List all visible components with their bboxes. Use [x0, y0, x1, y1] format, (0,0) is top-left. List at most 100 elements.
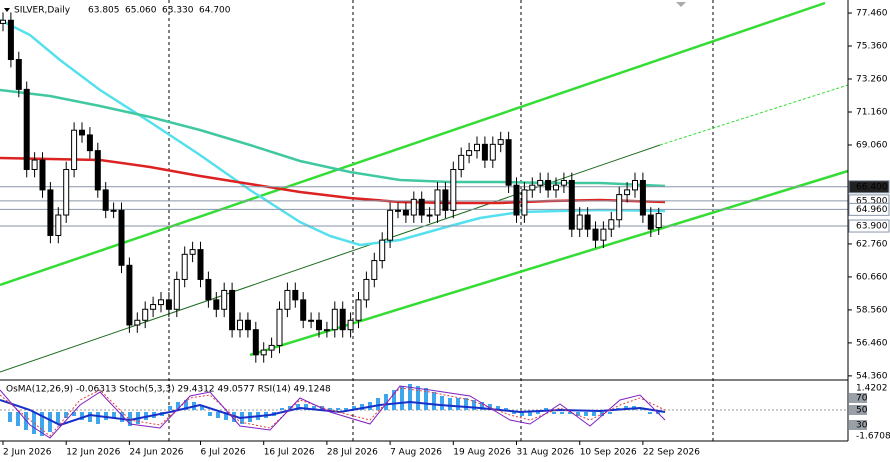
candle-body	[55, 214, 62, 236]
shift-marker[interactable]	[676, 2, 686, 7]
candle-body	[632, 179, 638, 191]
price-level-label: 64.960	[856, 205, 888, 215]
candle-body	[474, 143, 480, 152]
candle-body	[316, 319, 322, 331]
candle-body	[584, 214, 591, 230]
candle-body	[110, 209, 117, 212]
indicator-label: 50	[856, 406, 868, 416]
candle-body	[568, 179, 575, 230]
candle-body	[402, 209, 409, 216]
candle-body	[616, 194, 623, 221]
x-tick-label: 6 Jul 2026	[201, 448, 246, 458]
price-level-label: 63.900	[856, 222, 888, 232]
x-tick-label: 22 Sep 2026	[643, 448, 700, 458]
candle-body	[7, 19, 14, 61]
candle-body	[292, 289, 299, 301]
header-value: 65.060	[125, 6, 157, 16]
candle-body	[102, 189, 109, 211]
candle-body	[505, 139, 512, 186]
candle-body	[600, 228, 607, 241]
y-tick-label: 56.460	[856, 338, 888, 348]
candle-body	[134, 319, 141, 326]
y-tick-label: 62.760	[856, 239, 888, 249]
candle-body	[213, 299, 220, 310]
x-tick-label: 10 Sep 2026	[580, 448, 637, 458]
candle-body	[537, 179, 544, 186]
candle-body	[560, 179, 567, 186]
candle-body	[86, 134, 93, 152]
price-level-box	[848, 202, 890, 216]
x-tick-label: 19 Aug 2026	[453, 448, 511, 458]
y-axis: 77.460 75.360 73.260 71.160 69.060 62.760 60.6…	[848, 9, 890, 381]
y-tick-label: 69.060	[856, 140, 888, 150]
candle-body	[63, 168, 70, 216]
candle-body	[276, 308, 283, 346]
collapse-icon[interactable]	[4, 8, 10, 12]
header-value: 63.330	[162, 6, 194, 16]
candle-body	[371, 260, 378, 280]
candle-body	[355, 299, 362, 321]
candle-body	[639, 179, 646, 216]
y-tick-label: 73.260	[856, 75, 888, 85]
candle-body	[363, 278, 370, 301]
candle-body	[513, 184, 520, 216]
candle-body	[347, 319, 354, 331]
price-level-box	[848, 180, 890, 194]
candle-body	[529, 184, 536, 191]
candles	[0, 12, 662, 363]
separators	[168, 0, 714, 441]
candle-body	[94, 150, 101, 191]
candle-body	[545, 179, 552, 191]
x-tick-label: 31 Aug 2026	[517, 448, 575, 458]
candle-body	[434, 189, 441, 216]
candle-body	[481, 143, 488, 161]
candle-body	[150, 304, 157, 310]
candle-body	[379, 239, 386, 262]
candle-body	[181, 253, 188, 280]
indicator-label: -1.6708	[856, 432, 890, 442]
candle-body	[79, 129, 85, 136]
candle-body	[237, 319, 243, 331]
price-level-label: 66.400	[856, 182, 888, 192]
indicator-level-box	[849, 393, 867, 403]
candle-body	[165, 299, 172, 310]
price-level-box	[848, 219, 890, 233]
candle-body	[189, 249, 196, 255]
y-tick-label: 71.160	[856, 107, 888, 117]
candle-body	[0, 19, 6, 24]
candle-body	[410, 198, 417, 216]
candle-body	[268, 344, 275, 351]
candle-body	[300, 299, 307, 321]
x-tick-label: 28 Jul 2026	[327, 448, 378, 458]
header-value: 63.805	[88, 6, 120, 16]
y-tick-label: 60.660	[856, 272, 888, 282]
candle-body	[71, 129, 78, 170]
candle-body	[450, 168, 457, 211]
candle-body	[229, 289, 236, 331]
candle-body	[308, 319, 315, 322]
indicator-label: 1.4202	[856, 384, 888, 394]
candle-body	[126, 264, 133, 326]
y-tick-label: 75.360	[856, 42, 888, 52]
candle-body	[387, 209, 394, 241]
candle-body	[323, 329, 330, 332]
candle-body	[31, 159, 38, 170]
x-tick-label: 7 Aug 2026	[390, 448, 442, 458]
y-tick-label: 77.460	[856, 9, 888, 19]
candle-body	[426, 214, 433, 217]
candle-body	[497, 139, 504, 145]
candle-body	[221, 289, 228, 310]
candle-body	[142, 308, 149, 321]
candle-body	[624, 189, 631, 196]
candle-body	[173, 278, 180, 310]
candle-body	[331, 308, 338, 331]
candle-body	[655, 212, 662, 229]
candle-body	[458, 154, 465, 170]
candle-body	[205, 278, 212, 301]
indicator-level-box	[849, 405, 867, 415]
candle-body	[47, 189, 54, 236]
candle-body	[647, 214, 654, 230]
